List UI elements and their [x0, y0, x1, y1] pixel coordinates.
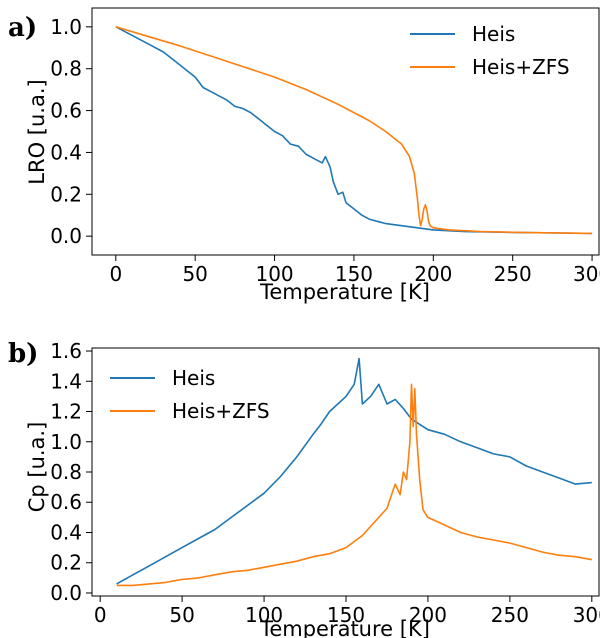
- panel-label-b: b): [8, 339, 38, 369]
- y-tick-label-a-2: 0.4: [50, 140, 82, 164]
- legend-label-a-2: Heis+ZFS: [472, 55, 570, 79]
- y-tick-label-b-3: 0.6: [50, 490, 82, 514]
- series-line-a-2: [115, 26, 593, 235]
- panel-a: a) Temperature [K] LRO [u.a.] 0 50 100 150 2…: [8, 7, 600, 304]
- plot-frame-a: [91, 7, 600, 256]
- x-tick-label-b-300: 300: [573, 603, 600, 627]
- y-axis-label-b: Cp [u.a.]: [25, 422, 49, 513]
- y-tick-label-b-5: 1.0: [50, 430, 82, 454]
- series-line-b-2: [116, 383, 592, 587]
- y-tick-label-b-8: 1.6: [50, 339, 82, 363]
- series-line-a-1: [115, 26, 593, 235]
- y-tick-label-a-0: 0.0: [50, 224, 82, 248]
- plot-frame-b: [91, 347, 600, 597]
- x-tick-label-a-50: 50: [182, 262, 207, 286]
- panel-b: b) Temperature [K] Cp [u.a.] 0 50 100 150 20…: [8, 339, 600, 638]
- x-tick-label-a-300: 300: [573, 262, 600, 286]
- x-tick-label-b-50: 50: [169, 603, 194, 627]
- legend-label-b-1: Heis: [172, 366, 215, 390]
- y-tick-label-a-3: 0.6: [50, 99, 82, 123]
- x-tick-label-a-100: 100: [255, 262, 293, 286]
- y-tick-label-b-2: 0.4: [50, 520, 82, 544]
- x-tick-label-a-0: 0: [109, 262, 122, 286]
- x-tick-label-a-150: 150: [335, 262, 373, 286]
- y-tick-label-b-7: 1.4: [50, 369, 82, 393]
- legend-label-a-1: Heis: [472, 22, 515, 46]
- y-axis-label-a: LRO [u.a.]: [25, 79, 49, 184]
- x-tick-label-b-0: 0: [94, 603, 107, 627]
- x-tick-label-a-200: 200: [414, 262, 452, 286]
- legend-label-b-2: Heis+ZFS: [172, 399, 270, 423]
- x-tick-label-b-150: 150: [327, 603, 365, 627]
- y-tick-label-a-5: 1.0: [50, 15, 82, 39]
- x-tick-label-b-200: 200: [409, 603, 447, 627]
- y-tick-label-b-0: 0.0: [50, 581, 82, 605]
- y-tick-label-b-1: 0.2: [50, 551, 82, 575]
- x-axis-label-b: Temperature [K]: [259, 617, 430, 638]
- panel-label-a: a): [8, 13, 37, 43]
- x-tick-label-b-250: 250: [491, 603, 529, 627]
- x-axis-label-a: Temperature [K]: [259, 280, 430, 304]
- y-tick-label-b-6: 1.2: [50, 400, 82, 424]
- x-tick-label-b-100: 100: [245, 603, 283, 627]
- y-tick-label-a-1: 0.2: [50, 182, 82, 206]
- x-tick-label-a-250: 250: [494, 262, 532, 286]
- series-line-b-1: [116, 357, 592, 585]
- y-tick-label-a-4: 0.8: [50, 57, 82, 81]
- y-tick-label-b-4: 0.8: [50, 460, 82, 484]
